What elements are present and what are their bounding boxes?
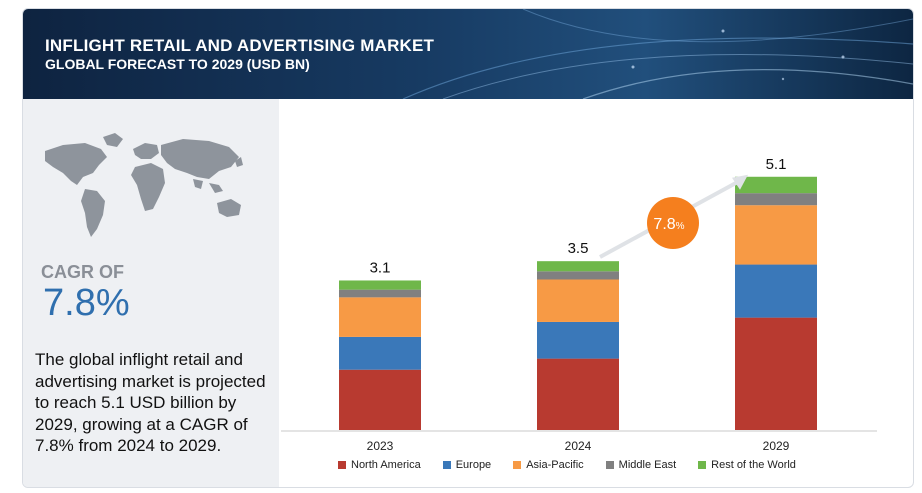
cagr-label: CAGR OF <box>41 262 124 282</box>
chart-legend: North America Europe Asia-Pacific Middle Ea… <box>338 459 818 471</box>
bar-2023-middle-east <box>339 289 421 298</box>
legend-item-rest-of-the-world: Rest of the World <box>698 459 796 471</box>
bar-2029-middle-east <box>735 193 817 206</box>
legend-item-north-america: North America <box>338 459 421 471</box>
cagr-bubble <box>647 197 699 249</box>
legend-label: Middle East <box>618 459 677 471</box>
bar-2023-north-america <box>339 369 421 430</box>
bar-2023-europe <box>339 336 421 370</box>
chart-subtitle: GLOBAL FORECAST TO 2029 (USD BN) <box>45 56 310 72</box>
bar-2024-rest-of-the-world <box>537 261 619 272</box>
legend-swatch <box>513 461 522 469</box>
bar-2023-rest-of-the-world <box>339 280 421 290</box>
legend-item-europe: Europe <box>442 459 492 471</box>
legend-label: North America <box>351 459 421 471</box>
total-label-2023: 3.1 <box>370 259 391 276</box>
legend-label: Asia-Pacific <box>526 459 584 471</box>
market-description: The global inflight retail and advertisi… <box>35 350 266 455</box>
legend-swatch <box>698 461 707 469</box>
total-label-2029: 5.1 <box>766 156 787 173</box>
cagr-bubble-label: 7.8% <box>653 216 684 233</box>
world-map-icon <box>45 133 243 237</box>
legend-item-middle-east: Middle East <box>605 459 677 471</box>
bar-2029-asia-pacific <box>735 205 817 265</box>
bar-2024-europe <box>537 321 619 359</box>
legend-swatch <box>605 461 614 469</box>
legend-swatch <box>442 461 451 469</box>
bar-2029-north-america <box>735 317 817 430</box>
chart-title: INFLIGHT RETAIL AND ADVERTISING MARKET <box>45 36 435 55</box>
legend-item-asia-pacific: Asia-Pacific <box>513 459 584 471</box>
cagr-value: 7.8% <box>43 282 130 324</box>
total-label-2024: 3.5 <box>568 240 589 257</box>
left-panel: CAGR OF 7.8% The global inflight retail … <box>23 99 279 487</box>
bar-2029-rest-of-the-world <box>735 176 817 194</box>
legend-swatch <box>338 461 346 469</box>
legend-label: Europe <box>455 459 492 471</box>
bar-2024-asia-pacific <box>537 279 619 322</box>
bar-2024-middle-east <box>537 271 619 280</box>
bar-2024-north-america <box>537 358 619 430</box>
x-tick-label-2029: 2029 <box>763 439 790 453</box>
header-banner: INFLIGHT RETAIL AND ADVERTISING MARKET G… <box>23 9 913 99</box>
legend-label: Rest of the World <box>711 459 796 471</box>
x-tick-label-2023: 2023 <box>367 439 394 453</box>
banner-decoration <box>402 9 913 99</box>
bar-2029-europe <box>735 264 817 318</box>
growth-arrow-head <box>732 174 748 190</box>
x-tick-label-2024: 2024 <box>565 439 592 453</box>
bar-2023-asia-pacific <box>339 297 421 337</box>
